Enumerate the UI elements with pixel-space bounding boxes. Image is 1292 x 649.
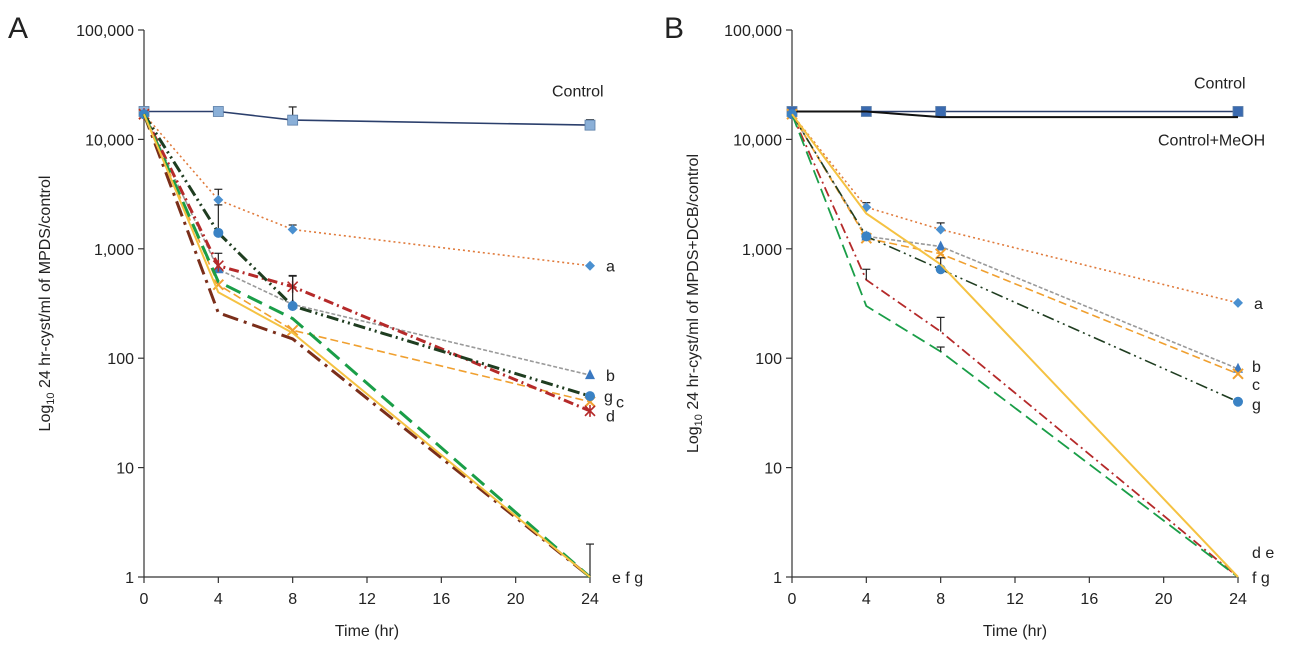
series-line-f <box>142 113 591 579</box>
x-tick-label: 16 <box>432 591 450 608</box>
series-label: d e <box>1252 545 1274 562</box>
data-point-d <box>212 259 224 272</box>
data-point-c <box>212 278 225 291</box>
series-label: e f g <box>612 570 643 587</box>
y-tick-label: 100,000 <box>76 23 134 40</box>
series-line-e <box>142 113 591 579</box>
data-point-c <box>934 248 947 260</box>
series-label: d <box>606 408 615 425</box>
data-point-control <box>1232 106 1244 117</box>
y-tick-label: 100 <box>755 351 782 368</box>
data-point-a <box>585 260 595 271</box>
y-tick-label: 10 <box>116 461 134 478</box>
data-point-control <box>212 106 224 117</box>
series-label: b <box>606 368 615 385</box>
series-line-a <box>143 113 591 267</box>
series-label: c <box>616 395 624 412</box>
data-point-a <box>935 224 946 235</box>
x-tick-label: 24 <box>581 591 599 608</box>
data-point-c <box>1232 368 1244 380</box>
series-line-c <box>791 113 1239 375</box>
y-tick-label: 1,000 <box>742 242 782 259</box>
series-line-control <box>144 110 591 126</box>
y-axis-label-prefix: Log <box>685 426 702 453</box>
y-tick-label: 1,000 <box>94 242 134 259</box>
y-tick-label: 1 <box>125 570 134 587</box>
chart-panel-a: 1 10 100 1,000 10,000 100,000 0 4 8 12 16 20 24 Time … <box>37 23 643 640</box>
y-tick-label: 100 <box>107 351 134 368</box>
x-tick-label: 12 <box>1006 591 1024 608</box>
series-line-g <box>142 113 591 398</box>
series-label: g <box>604 389 613 406</box>
series-line-control+meoh <box>792 110 1238 119</box>
series-label: Control <box>1194 76 1246 93</box>
data-point-d <box>584 404 596 417</box>
series-line-g <box>791 113 1239 403</box>
series-label: g <box>1252 397 1261 414</box>
y-axis-label: Log10 24 hr-cyst/ml of MPDS+DCB/control <box>685 154 705 453</box>
data-point-b <box>935 240 946 251</box>
data-point-g <box>861 231 872 242</box>
x-tick-label: 8 <box>288 591 297 608</box>
series-label: a <box>606 259 615 276</box>
series-label: a <box>1254 296 1263 313</box>
y-tick-label: 10,000 <box>733 132 782 149</box>
x-tick-label: 24 <box>1229 591 1247 608</box>
data-point-b <box>585 369 595 380</box>
y-tick-label: 10,000 <box>85 132 134 149</box>
y-axis-label: Log10 24 hr-cyst/ml of MPDS/control <box>37 176 57 432</box>
data-point-a <box>287 224 298 235</box>
y-axis-label-text: 24 hr-cyst/ml of MPDS/control <box>37 176 54 393</box>
y-axis-label-subscript: 10 <box>45 393 57 405</box>
data-point-g <box>287 301 298 312</box>
x-tick-label: 8 <box>936 591 945 608</box>
series-line-d <box>142 113 591 413</box>
data-point-g <box>1233 396 1243 407</box>
data-point-a <box>1233 297 1243 308</box>
data-point-a <box>213 194 224 205</box>
x-tick-label: 20 <box>1155 591 1173 608</box>
y-axis-label-text: 24 hr-cyst/ml of MPDS+DCB/control <box>685 154 702 414</box>
series-label: Control <box>552 83 604 100</box>
series-line-e <box>791 113 1239 578</box>
x-tick-label: 4 <box>214 591 223 608</box>
x-tick-label: 4 <box>862 591 871 608</box>
data-point-control <box>935 106 947 117</box>
x-axis-label: Time (hr) <box>335 623 399 640</box>
x-tick-label: 0 <box>788 591 797 608</box>
data-point-control <box>287 114 299 126</box>
x-tick-label: 16 <box>1080 591 1098 608</box>
y-tick-label: 100,000 <box>724 23 782 40</box>
panel-label-a: A <box>8 12 28 45</box>
x-tick-label: 20 <box>507 591 525 608</box>
x-tick-label: 0 <box>140 591 149 608</box>
data-point-g <box>213 227 224 238</box>
series-label: b <box>1252 359 1261 376</box>
panel-label-b: B <box>664 12 684 45</box>
data-point-c <box>286 324 299 336</box>
x-tick-label: 12 <box>358 591 376 608</box>
x-axis-label: Time (hr) <box>983 623 1047 640</box>
y-tick-label: 1 <box>773 570 782 587</box>
series-line-f <box>791 113 1239 578</box>
chart-panel-b: 1 10 100 1,000 10,000 100,000 0 4 8 12 16 20 24 Time … <box>685 23 1274 640</box>
series-line-b <box>791 113 1239 370</box>
y-tick-label: 10 <box>764 461 782 478</box>
series-line-d <box>791 113 1239 578</box>
data-point-control <box>584 119 596 131</box>
data-point-g <box>585 391 595 402</box>
series-line-c <box>143 113 591 403</box>
series-line-g2 <box>143 113 591 578</box>
y-axis-label-prefix: Log <box>37 405 54 432</box>
series-line-b <box>143 113 591 376</box>
series-label: Control+MeOH <box>1158 132 1265 149</box>
series-label: f g <box>1252 570 1270 587</box>
y-axis-label-subscript: 10 <box>693 414 705 426</box>
series-label: c <box>1252 377 1260 394</box>
